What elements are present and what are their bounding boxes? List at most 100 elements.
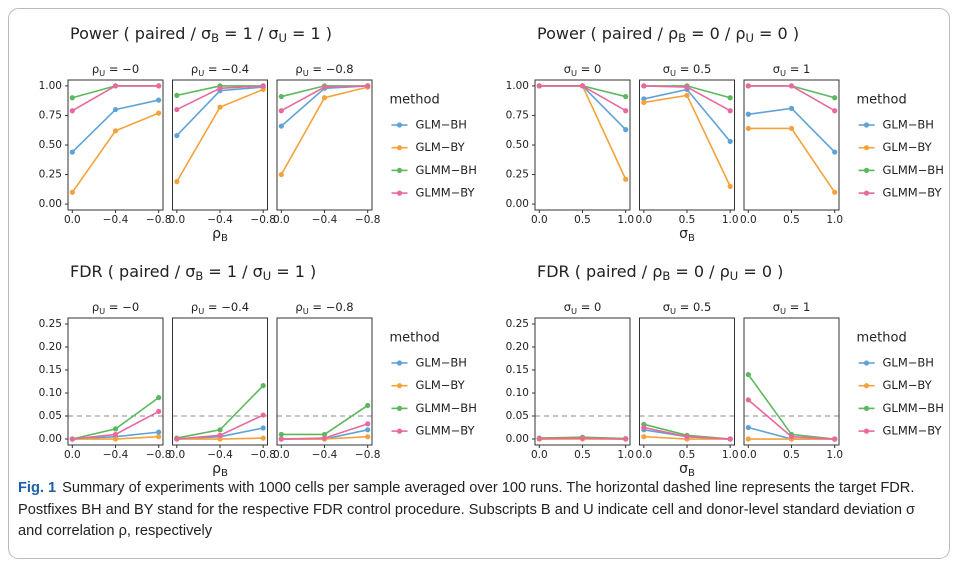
data-point (832, 436, 838, 442)
series-line (539, 85, 627, 112)
data-point (745, 111, 751, 117)
series-line (643, 94, 731, 187)
x-axis-label-part: B (221, 468, 228, 479)
y-tick-label: 0.75 (506, 109, 529, 121)
data-point (579, 83, 586, 89)
data-point (174, 179, 180, 185)
legend-swatch-dot (863, 428, 870, 434)
x-tick-label: 0.0 (64, 449, 81, 461)
y-tick-label: 0.05 (506, 410, 529, 422)
legend-label: GLM−BY (883, 140, 933, 154)
x-axis-label-part: σ (679, 461, 688, 477)
x-tick-label: 0.5 (574, 449, 591, 461)
facet-label: σU = 0 (564, 62, 602, 78)
x-tick-label: 1.0 (722, 214, 739, 226)
y-tick-label: 1.00 (506, 80, 529, 92)
chart-title-part: B (662, 269, 670, 283)
chart-title: Power ( paired / σB = 1 / σU = 1 ) (70, 24, 332, 45)
panel-border (172, 317, 268, 446)
legend-swatch-dot (396, 167, 403, 173)
data-point (156, 83, 162, 89)
facet-label-part: = −0.8 (309, 62, 354, 76)
data-point (278, 93, 284, 100)
legend-label: GLMM−BH (883, 401, 944, 415)
chart-title-part: = 0 / ρ (670, 262, 729, 281)
chart-title-part: = 1 / σ (219, 24, 278, 43)
chart-title-part: FDR ( paired / ρ (537, 262, 662, 281)
data-point (365, 421, 371, 427)
data-point (641, 424, 647, 431)
facet-label-part: U (303, 306, 309, 316)
data-point (623, 127, 629, 133)
legend-swatch-dot (863, 167, 870, 173)
data-point (641, 83, 647, 89)
data-point (278, 431, 284, 438)
x-tick-label: 0.0 (64, 214, 81, 226)
data-point (684, 92, 690, 98)
caption-label: Fig. 1 (18, 480, 57, 496)
y-tick-label: 0.25 (39, 318, 62, 330)
data-point (321, 95, 328, 101)
x-tick-label: 0.0 (273, 214, 290, 226)
legend-label: GLMM−BH (416, 401, 477, 415)
chart-title-part: Power ( paired / ρ (537, 24, 678, 43)
facet-label-part: = 0 (577, 300, 601, 314)
legend-label: GLM−BH (416, 118, 467, 132)
legend-swatch-dot (863, 190, 870, 196)
data-point (278, 108, 284, 114)
legend-label: GLM−BY (416, 140, 466, 154)
x-tick-label: −0.4 (103, 214, 129, 226)
chart-title-part: = 1 ) (271, 262, 316, 281)
chart-title: FDR ( paired / σB = 1 / σU = 1 ) (70, 262, 316, 283)
facet-label-part: = 0 (577, 62, 601, 76)
chart-title-part: B (211, 31, 219, 45)
facet-label-part: σ (663, 62, 670, 76)
facet-label: ρU = −0.4 (191, 62, 249, 78)
series-line (280, 85, 368, 127)
facet-label-part: = −0 (105, 300, 139, 314)
data-point (69, 95, 75, 101)
data-point (365, 434, 371, 440)
chart-title-part: = 0 / ρ (686, 24, 745, 43)
data-point (174, 132, 180, 139)
data-point (727, 183, 733, 189)
data-point (832, 149, 838, 155)
legend-title: method (390, 93, 440, 108)
data-point (278, 171, 284, 178)
data-point (321, 435, 328, 441)
legend-swatch-dot (396, 122, 403, 128)
data-point (536, 83, 542, 89)
data-point (623, 436, 629, 442)
facet-label-part: = −0 (105, 62, 139, 76)
x-tick-label: 1.0 (617, 449, 634, 461)
y-tick-label: 0.10 (39, 387, 62, 399)
facet-label: ρU = −0.4 (191, 300, 249, 316)
data-point (832, 189, 838, 195)
facet-label-part: = 0.5 (676, 300, 711, 314)
legend-label: GLM−BY (416, 378, 466, 392)
facet-label-part: = −0.4 (204, 62, 249, 76)
x-tick-label: 0.5 (783, 449, 800, 461)
chart-title-part: B (678, 31, 686, 45)
panel-border (276, 79, 373, 211)
chart-title: Power ( paired / ρB = 0 / ρU = 0 ) (537, 24, 799, 45)
chart-title: FDR ( paired / ρB = 0 / ρU = 0 ) (537, 262, 783, 283)
data-point (641, 434, 647, 440)
facet-label-part: σ (773, 62, 780, 76)
panel-border (67, 79, 164, 211)
x-tick-label: −0.8 (146, 449, 172, 461)
x-axis-label-part: σ (679, 226, 688, 242)
data-point (156, 408, 162, 415)
x-tick-label: 0.0 (531, 214, 548, 226)
data-point (217, 104, 223, 110)
x-tick-label: 1.0 (826, 449, 843, 461)
data-point (112, 431, 119, 438)
panel-border (276, 317, 373, 446)
data-point (745, 397, 751, 403)
panel-border (534, 317, 631, 446)
data-point (745, 424, 751, 431)
series-line (539, 85, 627, 180)
x-tick-label: 0.0 (635, 214, 652, 226)
data-point (365, 83, 371, 89)
